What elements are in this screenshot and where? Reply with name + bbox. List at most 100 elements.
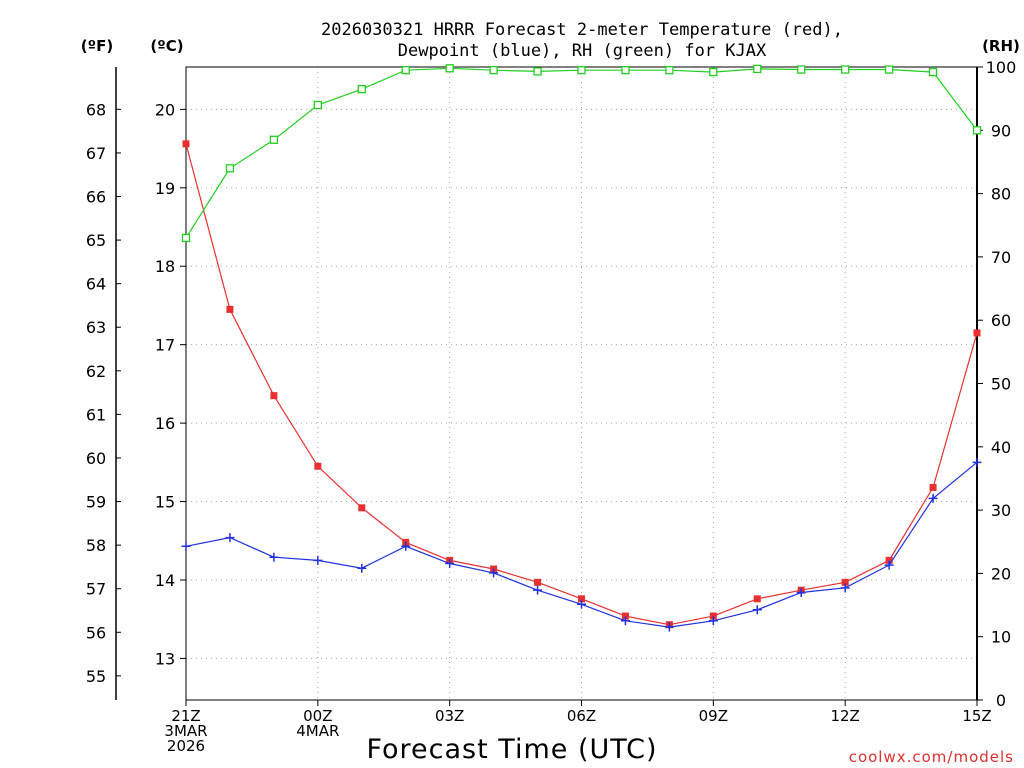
data-series — [181, 64, 982, 632]
dewpoint-point — [708, 616, 718, 626]
rh-tick-label: 80 — [991, 185, 1011, 204]
rh-point — [797, 65, 806, 74]
dewpoint-point — [489, 568, 499, 578]
fahrenheit-tick-label: 57 — [86, 580, 106, 599]
rh-point — [753, 64, 762, 74]
celsius-tick-label: 16 — [155, 414, 175, 433]
x-tick-label: 2026 — [167, 737, 205, 755]
celsius-tick-label: 13 — [155, 649, 175, 668]
rh-tick-label: 20 — [991, 564, 1011, 583]
x-tick-label: 06Z — [567, 707, 596, 725]
rh-point — [884, 65, 894, 74]
temperature-point — [885, 556, 893, 564]
temperature-point — [753, 595, 761, 603]
celsius-tick-label: 18 — [155, 257, 175, 276]
temperature-point — [534, 578, 542, 586]
x-tick-label: 21Z — [171, 707, 200, 725]
temperature-point — [226, 305, 234, 313]
dewpoint-point — [972, 457, 982, 467]
dewpoint-point — [884, 560, 894, 570]
temperature-point — [973, 329, 981, 337]
temperature-point — [621, 612, 629, 620]
dewpoint-point — [752, 605, 762, 615]
rh-point — [181, 233, 191, 243]
rh-tick-label: 10 — [991, 628, 1011, 647]
rh-point — [489, 66, 498, 75]
fahrenheit-tick-label: 61 — [86, 405, 106, 424]
fahrenheit-tick-label: 59 — [86, 493, 106, 512]
temperature-point — [358, 504, 366, 512]
celsius-tick-label: 20 — [155, 100, 175, 119]
rh-point — [445, 64, 454, 73]
rh-tick-label: 0 — [996, 691, 1006, 710]
dewpoint-point — [577, 599, 586, 609]
dewpoint-point — [445, 559, 455, 569]
dewpoint-point — [533, 585, 543, 595]
rh-tick-label: 90 — [991, 121, 1011, 140]
rh-tick-label: 30 — [991, 501, 1011, 520]
rh-point — [313, 100, 322, 110]
x-tick-label: 4MAR — [296, 722, 339, 740]
temperature-point — [578, 595, 585, 603]
rh-point — [972, 126, 982, 135]
rh-tick-label: 100 — [986, 58, 1017, 77]
x-tick-label: 09Z — [699, 707, 728, 725]
fahrenheit-tick-label: 66 — [86, 188, 106, 207]
rh-point — [533, 67, 542, 76]
dewpoint-point — [664, 622, 674, 632]
dewpoint-point — [620, 616, 630, 626]
dewpoint-point — [840, 583, 850, 593]
celsius-tick-label: 14 — [155, 571, 175, 590]
dewpoint-point — [401, 541, 411, 551]
fahrenheit-tick-label: 60 — [86, 449, 106, 468]
fahrenheit-tick-label: 68 — [86, 100, 106, 119]
x-tick-label: 15Z — [962, 707, 991, 725]
temperature-point — [270, 392, 278, 400]
rh-tick-label: 70 — [991, 248, 1011, 267]
fahrenheit-tick-label: 67 — [86, 144, 106, 163]
x-tick-label: 03Z — [435, 707, 464, 725]
dewpoint-point — [928, 493, 938, 503]
rh-point — [665, 66, 674, 75]
dewpoint-point — [269, 552, 279, 562]
chart-title-line-2: Dewpoint (blue), RH (green) for KJAX — [398, 41, 767, 61]
celsius-tick-label: 19 — [155, 179, 175, 198]
fahrenheit-unit-label: (ºF) — [81, 37, 113, 55]
rh-tick-label: 50 — [991, 375, 1011, 394]
rh-unit-label: (RH) — [982, 37, 1020, 55]
dewpoint-point — [796, 588, 806, 598]
dewpoint-point — [313, 555, 323, 565]
temperature-point — [182, 140, 190, 148]
rh-point — [709, 67, 718, 77]
grid-lines — [186, 67, 977, 700]
rh-point — [841, 65, 850, 74]
fahrenheit-tick-label: 63 — [86, 318, 106, 337]
x-tick-label: 00Z — [303, 707, 332, 725]
rh-tick-label: 40 — [991, 438, 1011, 457]
rh-point — [357, 85, 366, 94]
celsius-tick-label: 17 — [155, 336, 175, 355]
fahrenheit-tick-label: 65 — [86, 231, 106, 250]
rh-point — [269, 135, 279, 144]
fahrenheit-tick-label: 62 — [86, 362, 106, 381]
credit-text: coolwx.com/models — [849, 748, 1014, 766]
fahrenheit-tick-label: 58 — [86, 536, 106, 555]
x-tick-label: 3MAR — [164, 722, 207, 740]
fahrenheit-tick-label: 64 — [86, 275, 106, 294]
rh-tick-label: 60 — [991, 311, 1011, 330]
rh-point — [621, 66, 630, 75]
temperature-point — [929, 483, 937, 491]
celsius-unit-label: (ºC) — [150, 37, 183, 55]
fahrenheit-tick-label: 55 — [86, 667, 106, 686]
x-axis-label: Forecast Time (UTC) — [366, 734, 657, 765]
temperature-point — [841, 578, 849, 586]
celsius-tick-label: 15 — [155, 493, 175, 512]
dewpoint-point — [357, 563, 367, 573]
rh-point — [225, 164, 235, 173]
rh-point — [401, 66, 410, 75]
rh-point — [577, 66, 586, 75]
x-tick-label: 12Z — [830, 707, 859, 725]
dewpoint-point — [181, 541, 191, 551]
